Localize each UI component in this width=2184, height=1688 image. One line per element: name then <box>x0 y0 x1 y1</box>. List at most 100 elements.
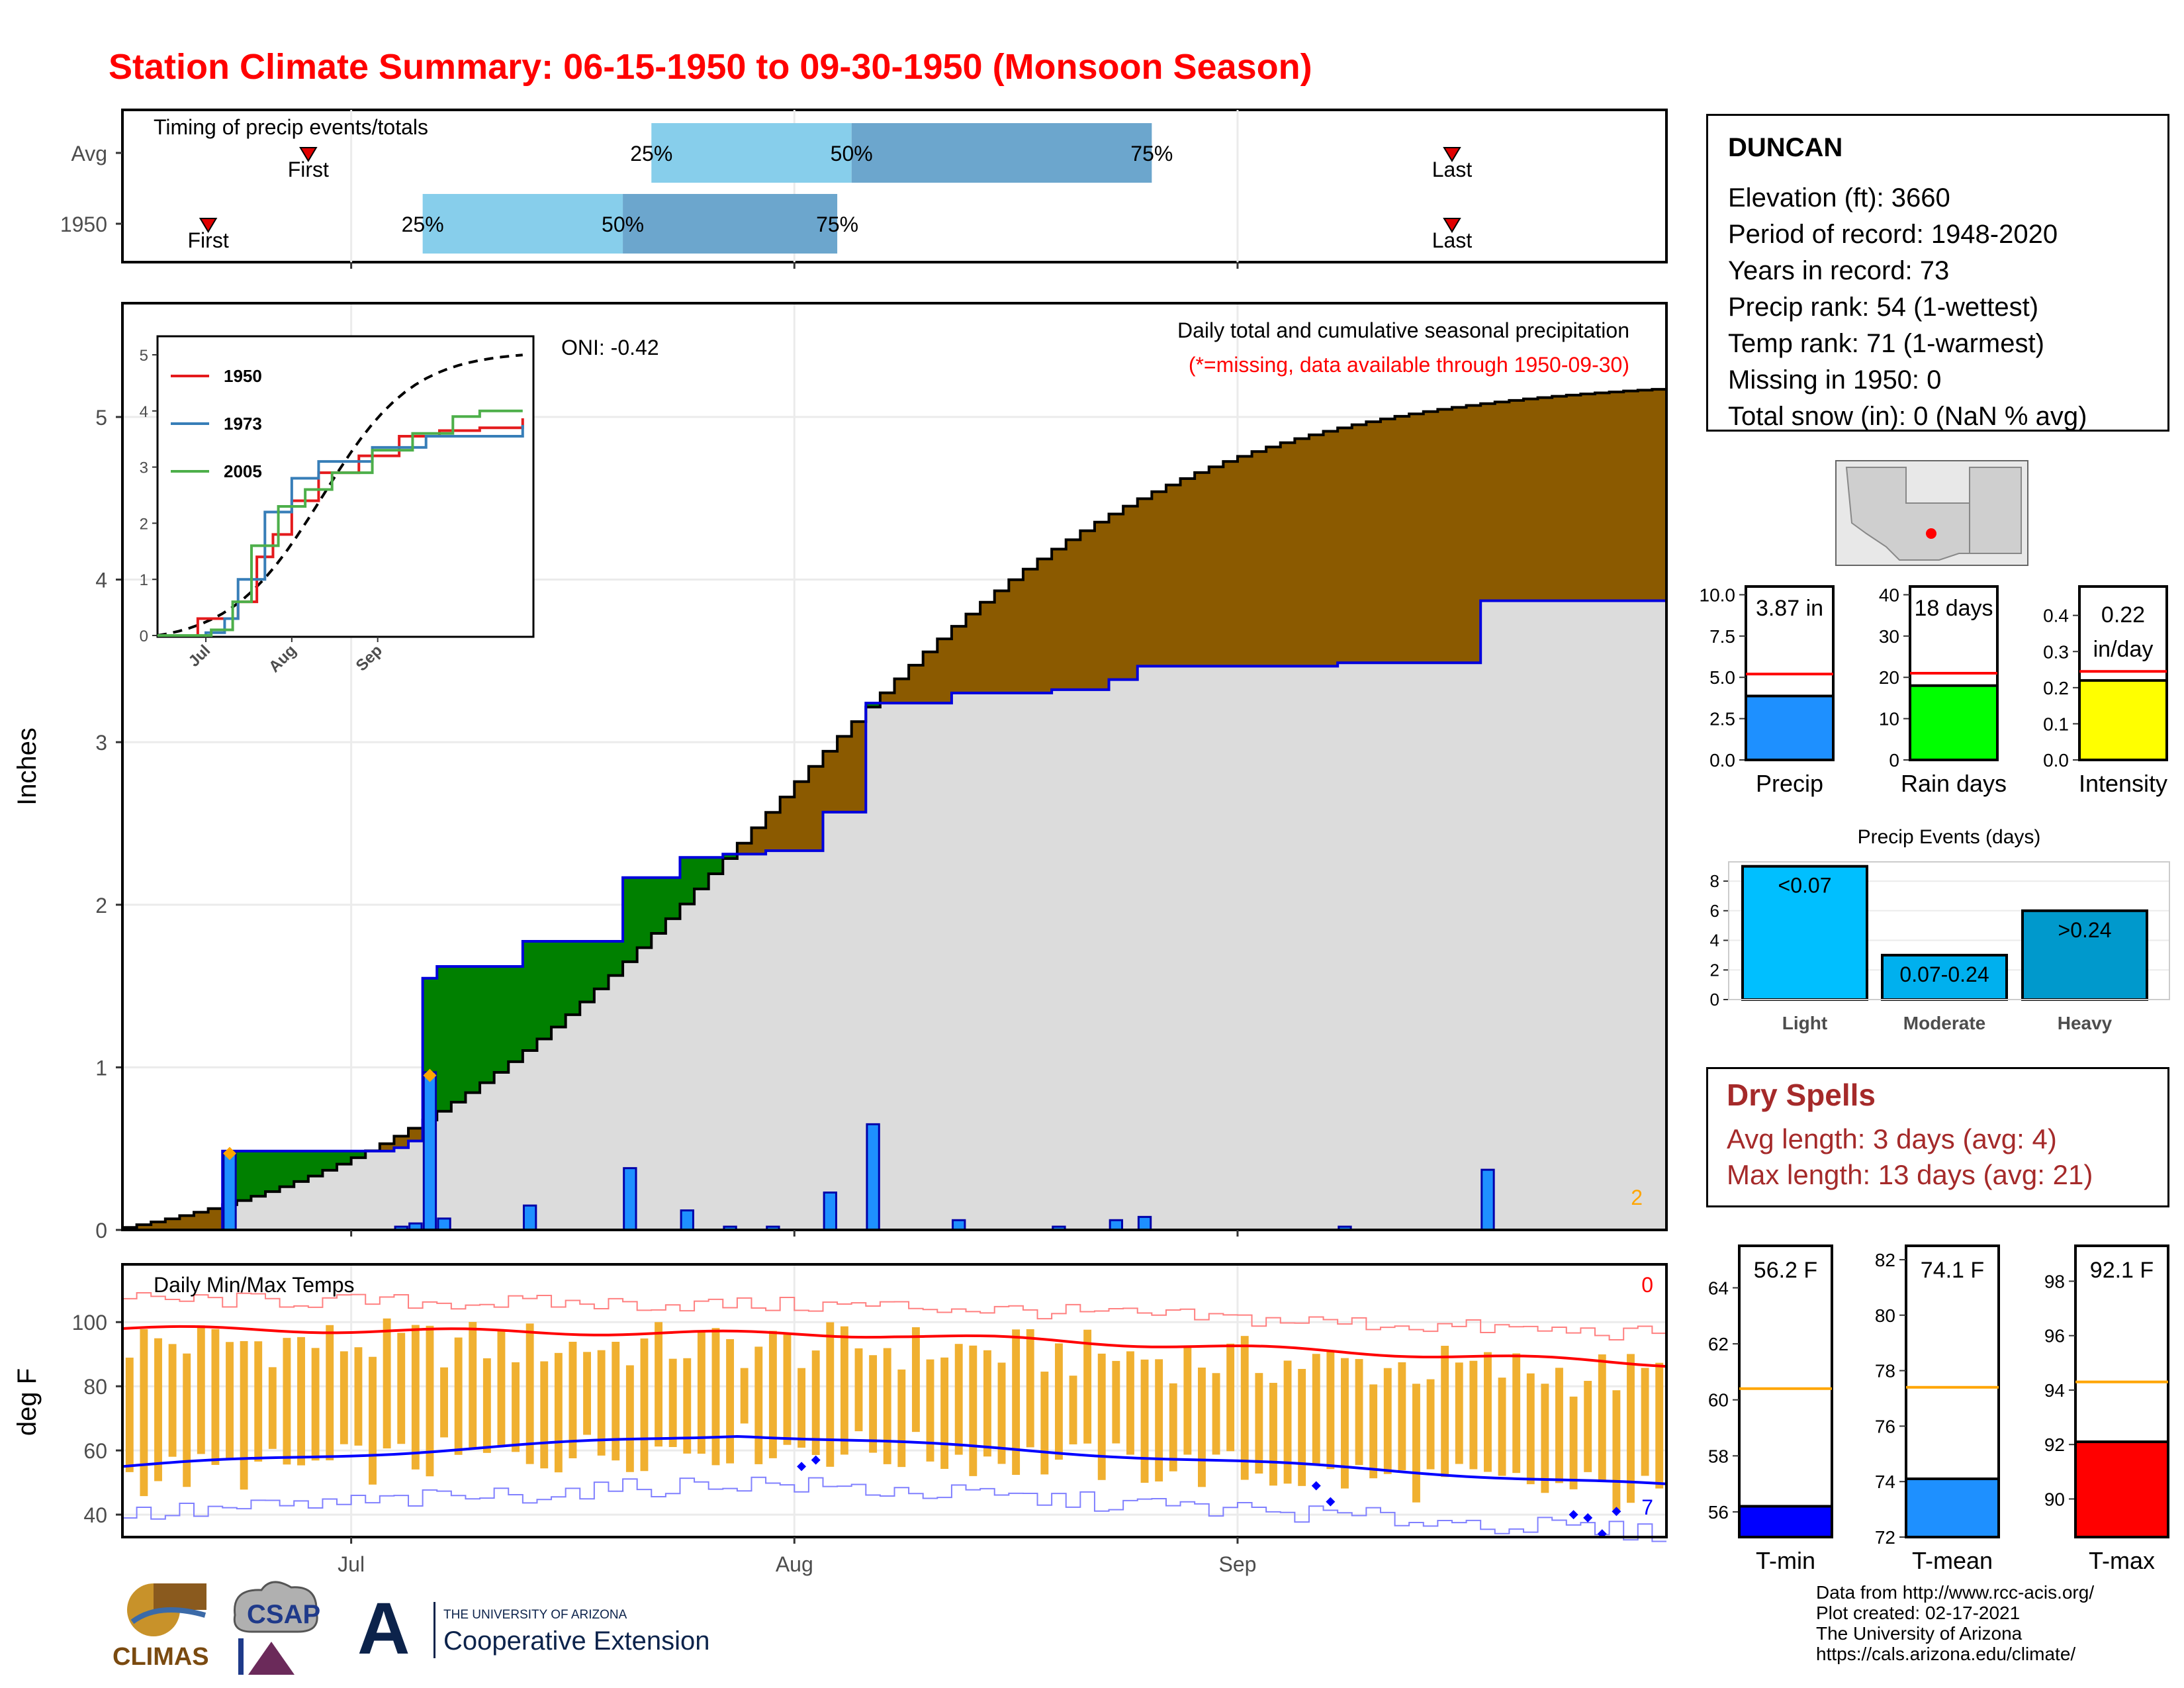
daily-temp-bar <box>140 1329 148 1497</box>
summary-category-label: Rain days <box>1901 770 2007 797</box>
temp-summary-category-label: T-max <box>2089 1547 2155 1574</box>
daily-temp-bar <box>440 1367 448 1438</box>
daily-temp-bar <box>397 1333 406 1444</box>
summary-value-unit: in/day <box>2093 637 2154 662</box>
station-info-line: Years in record: 73 <box>1728 256 1950 285</box>
timing-first-label: First <box>188 228 229 252</box>
daily-temp-bar <box>311 1348 320 1461</box>
timing-last-marker-icon <box>1443 147 1461 162</box>
daily-temp-bar <box>1341 1358 1349 1489</box>
precip-y-tick-label: 3 <box>95 731 107 755</box>
missing-marker-icon <box>223 1147 237 1160</box>
summary-y-tick-label: 0.2 <box>2043 678 2069 698</box>
daily-temp-bar <box>869 1355 878 1453</box>
daily-temp-bar <box>1441 1346 1449 1477</box>
daily-temp-bar <box>354 1347 363 1446</box>
daily-temp-bar <box>226 1342 234 1460</box>
station-info-line: Missing in 1950: 0 <box>1728 365 1942 395</box>
daily-temp-bar <box>783 1335 792 1445</box>
daily-precip-bar <box>952 1219 966 1231</box>
daily-temp-bar <box>926 1359 934 1462</box>
precip-y-tick-label: 4 <box>95 569 107 592</box>
surplus-area <box>222 1150 366 1205</box>
summary-y-tick-label: 40 <box>1879 585 1899 605</box>
summary-y-tick-label: 10.0 <box>1700 585 1736 605</box>
daily-temp-bar <box>1012 1329 1021 1476</box>
daily-temp-bar <box>1369 1384 1378 1479</box>
daily-temp-bar <box>1541 1383 1549 1493</box>
daily-temp-bar <box>1083 1329 1092 1444</box>
summary-bar <box>2078 679 2168 761</box>
record-low-marker-icon <box>797 1462 807 1472</box>
daily-temp-bar <box>1112 1360 1120 1444</box>
daily-precip-bar <box>1480 1168 1495 1231</box>
daily-temp-bar <box>197 1325 205 1454</box>
csap-text: CSAP <box>247 1600 320 1629</box>
inset-y-tick-label: 2 <box>140 515 148 533</box>
climas-shape-icon <box>154 1583 206 1610</box>
events-y-tick-label: 2 <box>1710 960 1719 980</box>
dry-spells-max: Max length: 13 days (avg: 21) <box>1727 1159 2093 1190</box>
temp-y-tick-label: 100 <box>72 1311 107 1335</box>
credit-line: Plot created: 02-17-2021 <box>1816 1603 2021 1623</box>
ua-big-text: Cooperative Extension <box>443 1626 709 1656</box>
events-y-tick-label: 6 <box>1710 901 1719 921</box>
temp-summary-y-tick-label: 90 <box>2044 1489 2065 1509</box>
oni-label: ONI: -0.42 <box>561 336 659 359</box>
daily-temp-bar <box>254 1341 263 1462</box>
summary-value-label: 3.87 in <box>1756 596 1823 621</box>
missing-marker-icon <box>423 1068 437 1082</box>
average-min-temp-line <box>122 1434 1667 1485</box>
summary-category-label: Precip <box>1756 770 1823 797</box>
daily-temp-bar <box>854 1348 863 1432</box>
timing-quantile-label: 50% <box>831 142 873 165</box>
events-bar <box>2021 909 2148 1001</box>
daily-temp-bar <box>954 1344 963 1455</box>
timing-first-marker-icon <box>199 218 218 233</box>
events-y-tick-label: 0 <box>1710 990 1719 1009</box>
dry-spells-title: Dry Spells <box>1727 1078 1876 1112</box>
daily-temp-bar <box>726 1339 735 1464</box>
record-low-marker-icon <box>1311 1481 1321 1491</box>
precip-y-tick-label: 5 <box>95 406 107 430</box>
temp-summary-bar <box>1905 1477 2000 1538</box>
summary-y-tick-label: 5.0 <box>1709 667 1735 688</box>
temp-summary-value-label: 92.1 F <box>2090 1258 2154 1283</box>
timing-bar-upper <box>851 123 1152 183</box>
temp-summary-category-label: T-mean <box>1912 1547 1993 1574</box>
ua-logo: A THE UNIVERSITY OF ARIZONA Cooperative … <box>357 1588 709 1669</box>
logos: CLIMAS CSAP A THE UNIVERSITY OF ARIZONA … <box>113 1581 709 1675</box>
daily-precip-bar <box>422 1071 437 1231</box>
temp-summary-bar <box>1738 1505 1833 1538</box>
daily-temp-bar <box>1126 1351 1134 1455</box>
daily-temp-bar <box>740 1368 749 1424</box>
climas-logo: CLIMAS <box>113 1583 209 1671</box>
temp-y-tick-label: 80 <box>83 1375 107 1399</box>
daily-precip-bar <box>866 1123 880 1231</box>
daily-temp-bar <box>1140 1359 1149 1483</box>
csap-mountain-icon <box>248 1642 295 1675</box>
daily-temp-bar <box>1283 1360 1292 1484</box>
temp-summary-box <box>1738 1244 1833 1538</box>
daily-temp-bar <box>1398 1362 1406 1471</box>
daily-temp-bar <box>1526 1373 1535 1485</box>
daily-temp-bar <box>1026 1329 1034 1448</box>
temp-summary-y-tick-label: 56 <box>1708 1502 1729 1523</box>
daily-temp-bar <box>383 1318 391 1449</box>
timing-quantile-label: 50% <box>602 212 644 236</box>
dry-spells-avg: Avg length: 3 days (avg: 4) <box>1727 1123 2057 1154</box>
temp-summary-y-tick-label: 76 <box>1875 1416 1895 1436</box>
daily-temp-bar <box>997 1362 1006 1464</box>
temp-x-tick-label: Aug <box>776 1552 813 1576</box>
temp-summary-y-tick-label: 94 <box>2044 1380 2065 1401</box>
events-bar <box>1741 865 1868 1002</box>
timing-title: Timing of precip events/totals <box>154 115 428 139</box>
temp-summary-y-tick-label: 62 <box>1708 1334 1729 1354</box>
csap-logo: CSAP <box>233 1581 320 1675</box>
station-info-line: Elevation (ft): 3660 <box>1728 183 1950 212</box>
temp-x-tick-label: Jul <box>338 1552 365 1576</box>
daily-temp-bar <box>168 1344 177 1457</box>
record-low-line <box>122 1476 1666 1542</box>
daily-temp-bar <box>840 1326 848 1455</box>
timing-first-label: First <box>288 158 329 181</box>
